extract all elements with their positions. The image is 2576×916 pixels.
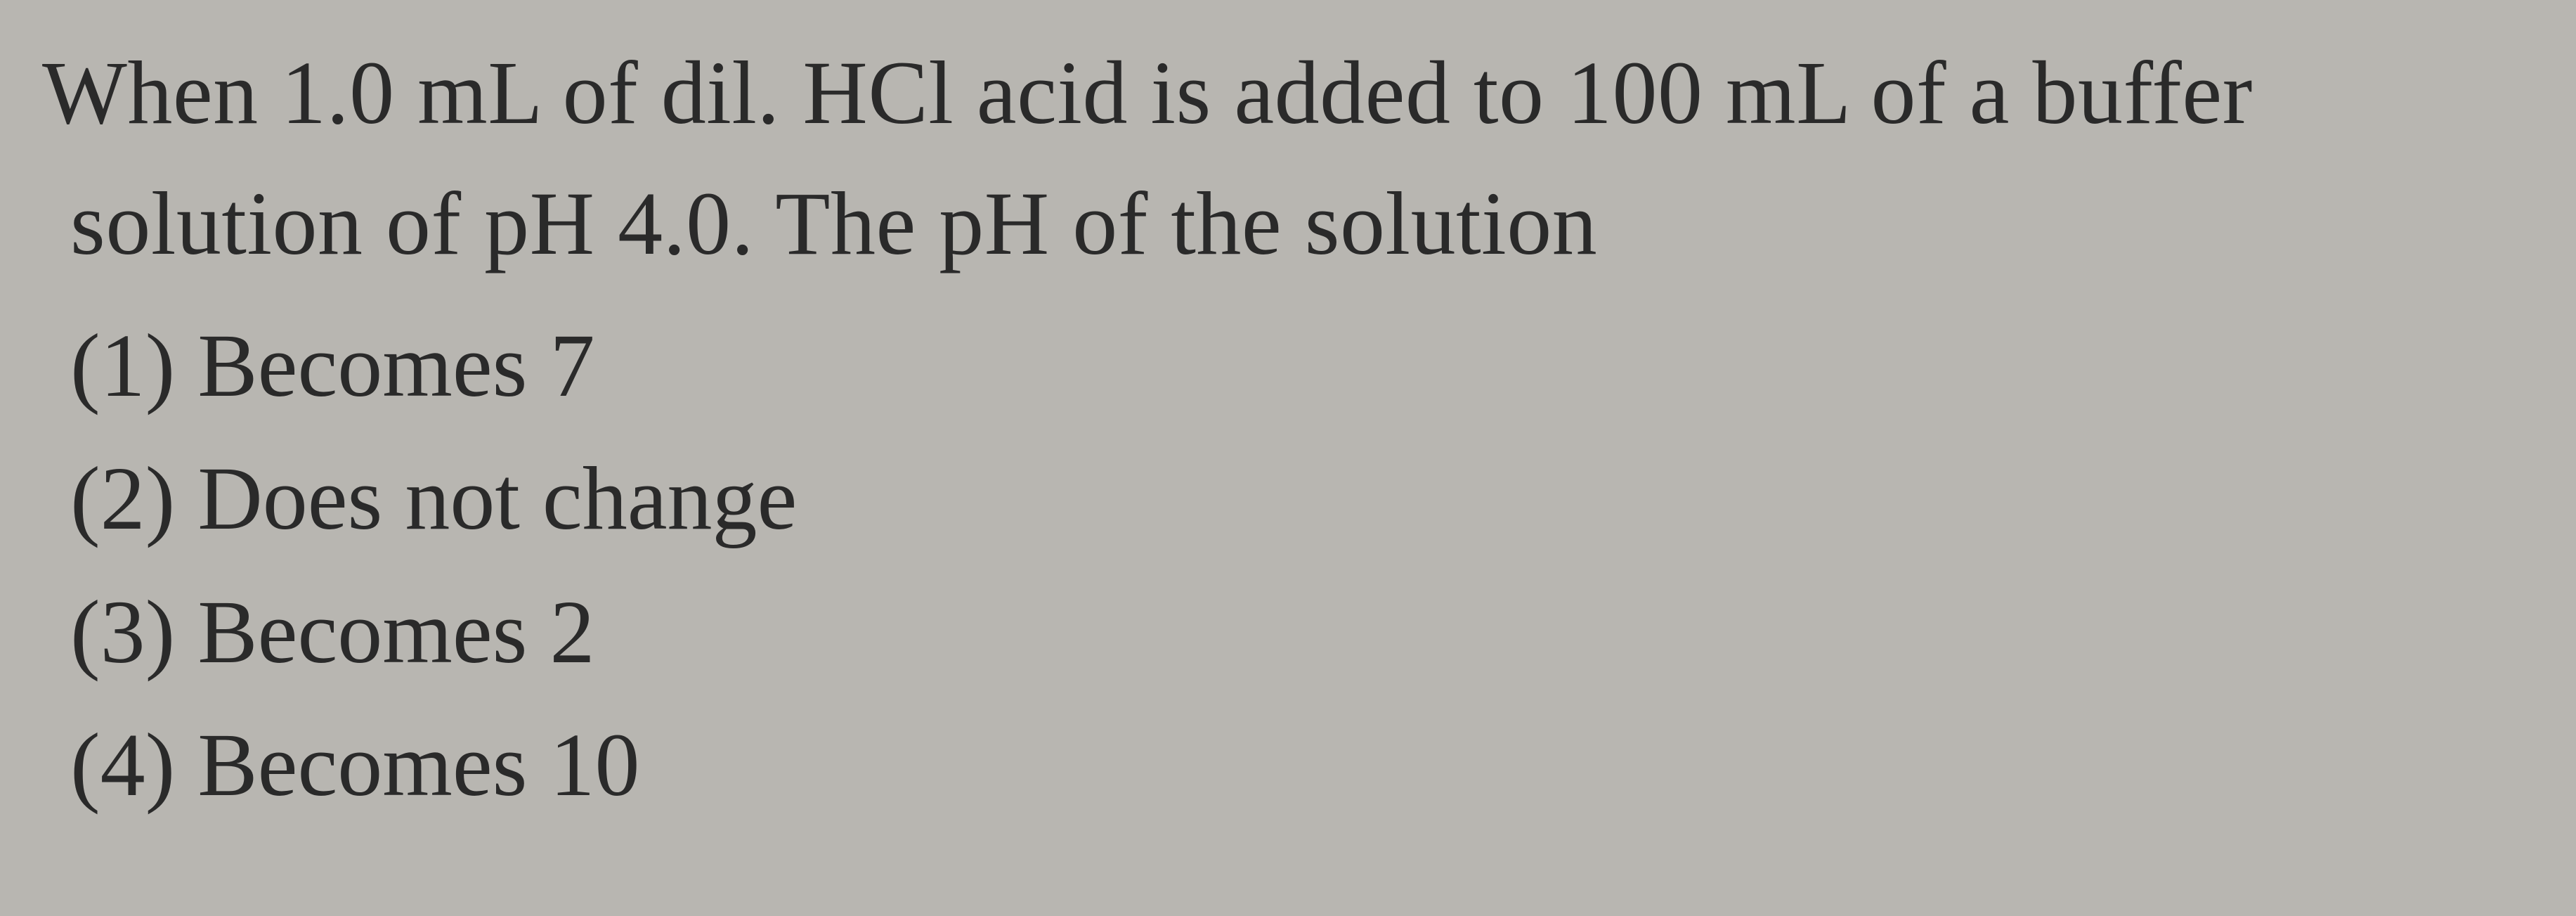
option-4-text: Becomes 10: [197, 715, 639, 815]
option-3: (3) Becomes 2: [70, 569, 2534, 695]
question-stem: When 1.0 mL of dil. HCl acid is added to…: [42, 28, 2534, 289]
option-1: (1) Becomes 7: [70, 303, 2534, 429]
option-2-text: Does not change: [197, 449, 797, 548]
option-2-number: (2): [70, 449, 175, 548]
option-4-number: (4): [70, 715, 175, 815]
option-1-number: (1): [70, 316, 175, 415]
option-3-text: Becomes 2: [197, 582, 594, 682]
option-4: (4) Becomes 10: [70, 702, 2534, 828]
option-3-number: (3): [70, 582, 175, 682]
option-2: (2) Does not change: [70, 436, 2534, 562]
option-1-text: Becomes 7: [197, 316, 594, 415]
options-list: (1) Becomes 7 (2) Does not change (3) Be…: [42, 303, 2534, 828]
